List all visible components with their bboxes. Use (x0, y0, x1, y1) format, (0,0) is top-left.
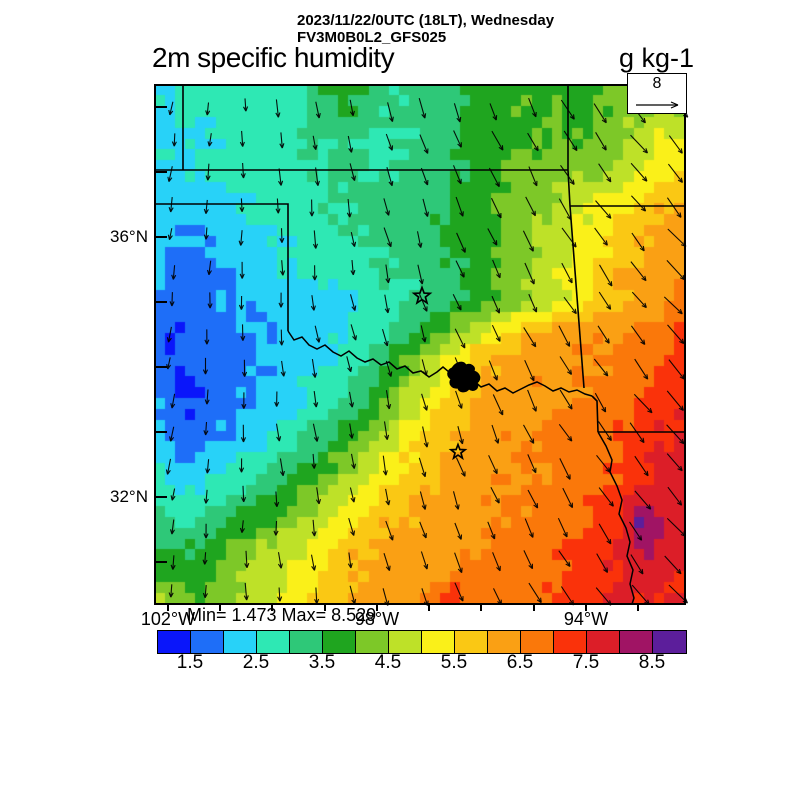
wind-reference-arrow-icon (636, 101, 679, 109)
colorbar-cell (521, 631, 554, 653)
lon-label: 98°W (354, 609, 400, 629)
colorbar (157, 630, 687, 654)
colorbar-cell (158, 631, 191, 653)
city-star-markers (411, 285, 468, 461)
axis-ticks (155, 106, 639, 611)
lon-label: 102°W (140, 609, 196, 629)
lake-texoma-shape (447, 361, 481, 393)
colorbar-cell (455, 631, 488, 653)
colorbar-tick-label: 5.5 (440, 652, 468, 673)
colorbar-tick-label: 4.5 (374, 652, 402, 673)
colorbar-cell (587, 631, 620, 653)
colorbar-tick-label: 1.5 (176, 652, 204, 673)
colorbar-tick-label: 3.5 (308, 652, 336, 673)
lon-label: 94°W (563, 609, 609, 629)
colorbar-tick-label: 2.5 (242, 652, 270, 673)
plot-model-title: FV3M0B0L2_GFS025 (297, 29, 447, 46)
colorbar-cell (257, 631, 290, 653)
colorbar-cell (488, 631, 521, 653)
map-frame (154, 84, 686, 605)
colorbar-cell (653, 631, 686, 653)
colorbar-cell (356, 631, 389, 653)
colorbar-cell (620, 631, 653, 653)
colorbar-tick-label: 7.5 (572, 652, 600, 673)
colorbar-cell (554, 631, 587, 653)
wind-reference-value: 8 (652, 75, 662, 92)
field-title: 2m specific humidity (152, 42, 395, 73)
colorbar-cell (191, 631, 224, 653)
colorbar-cell (389, 631, 422, 653)
colorbar-cell (323, 631, 356, 653)
lat-label: 32°N (110, 487, 148, 506)
colorbar-cell (224, 631, 257, 653)
colorbar-cell (290, 631, 323, 653)
lat-label: 36°N (110, 227, 148, 246)
colorbar-tick-label: 6.5 (506, 652, 534, 673)
plot-datetime-title: 2023/11/22/0UTC (18LT), Wednesday (297, 12, 555, 29)
colorbar-tick-label: 8.5 (638, 652, 666, 673)
rivers (287, 330, 635, 605)
units-label: g kg-1 (619, 43, 695, 73)
state-borders (155, 85, 685, 433)
wind-reference-box: 8 (627, 73, 687, 114)
wind-arrows (165, 97, 689, 606)
colorbar-cell (422, 631, 455, 653)
minmax-stats: Min= 1.473 Max= 8.529 (187, 605, 377, 625)
